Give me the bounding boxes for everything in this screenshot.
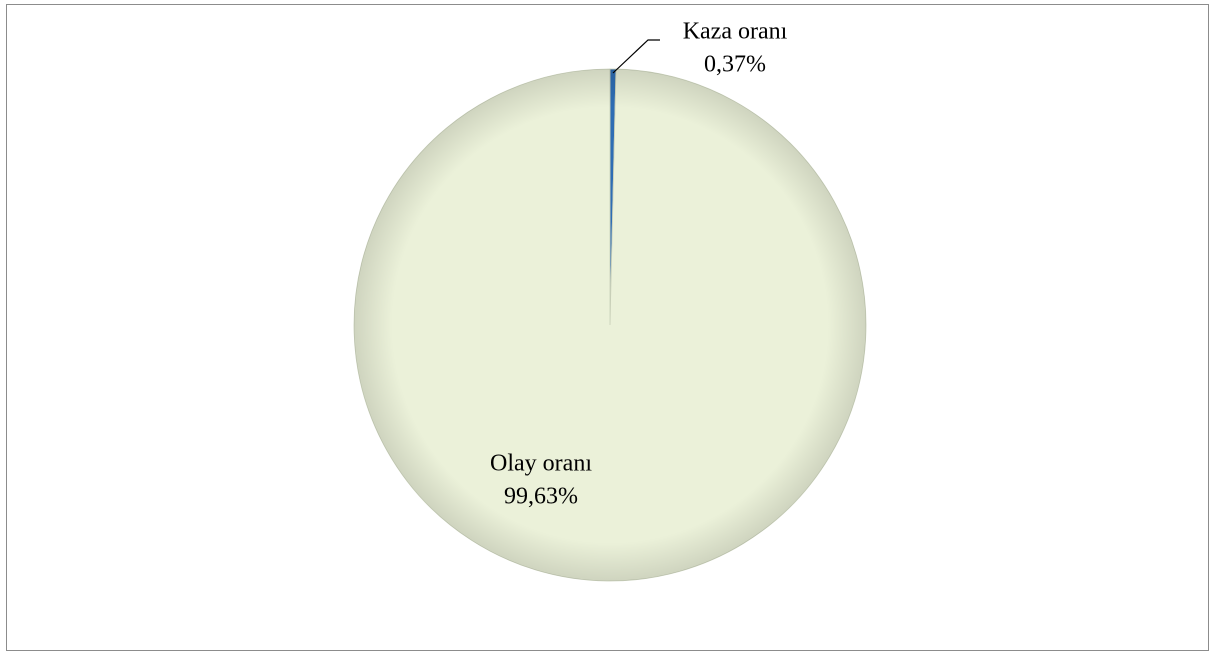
pie-slice [353,68,867,582]
slice-value-label: 99,63% [504,484,578,510]
labels: Kaza oranı 0,37% Olay oranı 99,63% [490,19,788,510]
pie [353,68,867,582]
leader-line [612,39,660,74]
slice-label: Olay oranı [490,451,592,477]
slice-label: Kaza oranı [683,19,788,45]
slice-value-label: 0,37% [704,52,766,78]
